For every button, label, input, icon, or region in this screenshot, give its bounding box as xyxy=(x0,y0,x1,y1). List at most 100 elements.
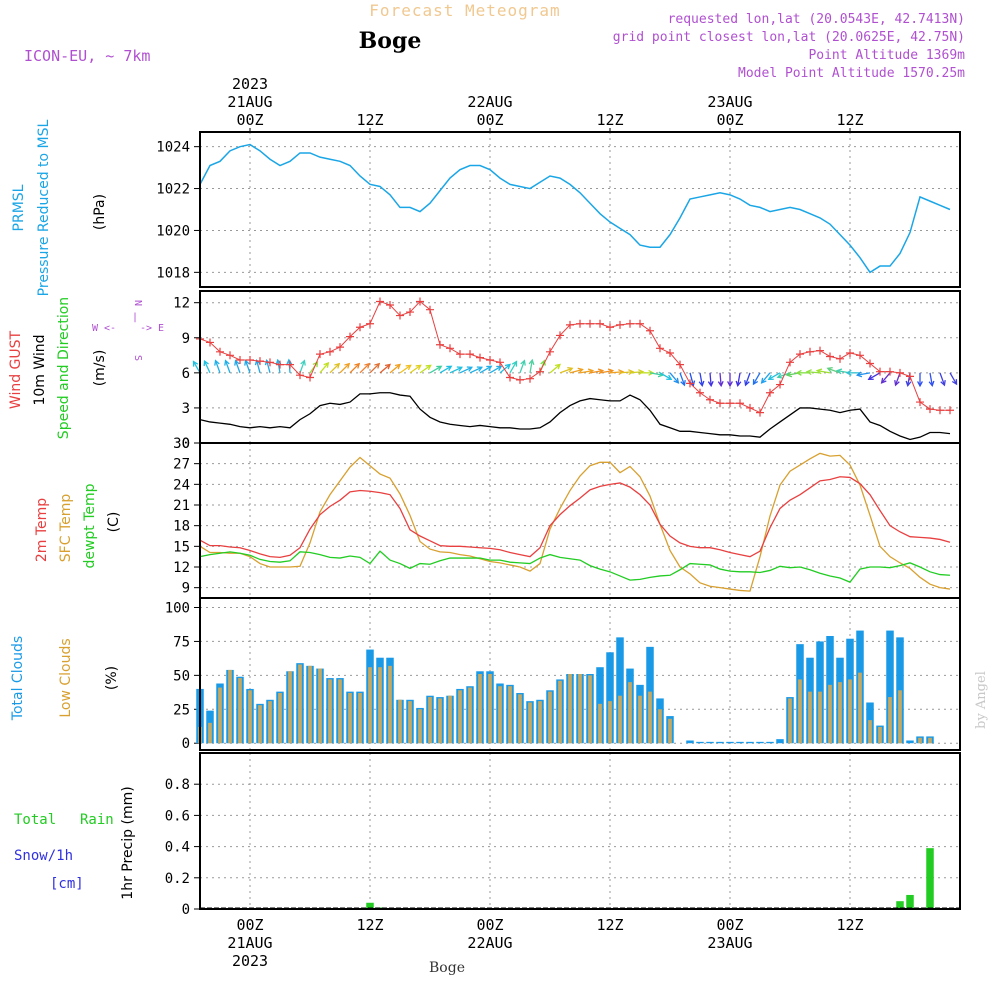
total-cloud-bar xyxy=(906,740,914,744)
wind-arrow xyxy=(409,364,422,374)
gust-point xyxy=(466,350,474,359)
gust-point xyxy=(226,351,234,360)
wind-arrow-head xyxy=(224,359,230,366)
ytick-label: 50 xyxy=(173,668,190,684)
low-cloud-bar xyxy=(478,674,482,744)
ytick-label: 9 xyxy=(182,581,190,597)
time-label-bottom: 00Z xyxy=(476,916,503,934)
wind-arrow-head xyxy=(835,368,843,375)
low-cloud-bar xyxy=(438,698,442,744)
wind-arrow xyxy=(319,362,329,374)
gust-point xyxy=(406,308,414,317)
total-cloud-bar xyxy=(776,739,784,744)
requested-coords: requested lon,lat (20.0543E, 42.7413N) xyxy=(668,12,965,27)
ytick-label: 15 xyxy=(173,539,190,555)
gust-point xyxy=(766,388,774,397)
speed-direction-label: Speed and Direction xyxy=(56,297,72,439)
time-label-top: 21AUG xyxy=(227,93,272,111)
wind-arrow xyxy=(277,359,281,373)
wind-arrow xyxy=(419,364,432,374)
low-cloud-bar xyxy=(308,665,312,744)
gust-point xyxy=(876,367,884,376)
total-cloud-bar xyxy=(756,741,764,744)
low-cloud-bar xyxy=(508,686,512,744)
ytick-label: 12 xyxy=(173,560,190,576)
time-label-top: 12Z xyxy=(836,111,863,129)
gust-point xyxy=(206,338,214,347)
low-cloud-bar xyxy=(418,709,422,744)
low-cloud-bar xyxy=(278,693,282,744)
wind-arrow xyxy=(699,372,703,386)
wind-arrow xyxy=(709,372,712,386)
gust-point xyxy=(656,344,664,353)
wind-arrow xyxy=(719,372,722,386)
wind-arrow-head xyxy=(436,365,443,371)
gust-point xyxy=(396,311,404,320)
clouds-unit-label: (%) xyxy=(104,666,120,690)
gust-point xyxy=(326,347,334,356)
gust-point xyxy=(506,373,514,382)
wind-arrow-head xyxy=(540,359,546,366)
wind-arrow-head xyxy=(951,379,958,386)
wind-arrow xyxy=(214,360,221,374)
wind-arrow-head xyxy=(618,369,625,376)
time-label-top: 00Z xyxy=(236,111,263,129)
location-title: Boge xyxy=(359,28,422,54)
wind-arrow xyxy=(817,369,831,374)
low-cloud-bar xyxy=(328,679,332,744)
low-cloud-bar xyxy=(628,682,632,744)
low-cloud-bar xyxy=(318,668,322,744)
rain-bar xyxy=(926,848,934,909)
low-clouds-label: Low Clouds xyxy=(58,638,74,717)
wind-arrow xyxy=(203,360,211,374)
wind-arrow xyxy=(192,361,201,374)
gust-point xyxy=(666,348,674,357)
wind-arrow-head xyxy=(374,362,381,369)
time-label-top: 00Z xyxy=(476,111,503,129)
low-cloud-bar xyxy=(258,705,262,744)
panel-frame xyxy=(199,597,961,751)
low-cloud-bar xyxy=(918,737,922,744)
wind-arrow xyxy=(806,371,821,374)
low-cloud-bar xyxy=(588,675,592,744)
gust-point xyxy=(266,358,274,367)
wind-arrow xyxy=(469,366,483,374)
wind-arrow xyxy=(244,360,251,374)
low-cloud-bar xyxy=(878,726,882,744)
gust-point xyxy=(256,357,264,366)
gust-point xyxy=(946,406,954,415)
gust-point xyxy=(726,399,734,408)
wind-arrow-head xyxy=(214,359,220,366)
gust-point xyxy=(516,375,524,384)
wind-arrow xyxy=(599,369,613,374)
gust-point xyxy=(276,360,284,369)
gust-point xyxy=(636,319,644,328)
ytick-label: 0.8 xyxy=(165,777,190,793)
wind-arrow xyxy=(329,363,340,374)
time-label-top: 23AUG xyxy=(707,93,752,111)
ytick-label: 25 xyxy=(173,702,190,718)
wind-arrow xyxy=(629,371,644,374)
wind-arrow-head xyxy=(456,366,464,372)
wind-arrow xyxy=(752,372,761,385)
wind-arrow xyxy=(827,367,841,374)
time-label-bottom: 21AUG xyxy=(227,934,272,952)
gust-point xyxy=(606,323,614,332)
panels: 1018102010221024036912912151821242730025… xyxy=(156,131,961,918)
time-label-top: 22AUG xyxy=(467,93,512,111)
wind-arrow-head xyxy=(312,361,319,368)
wind-arrow-head xyxy=(334,362,341,369)
total-cloud-bar xyxy=(726,741,734,744)
rain-label: Rain xyxy=(80,812,114,828)
gust-point xyxy=(906,372,914,381)
gust-point xyxy=(446,344,454,353)
low-cloud-bar xyxy=(498,686,502,744)
compass-south: S xyxy=(132,355,143,361)
pressure-unit-label: (hPa) xyxy=(92,194,108,230)
wind-arrow-head xyxy=(894,380,900,387)
wind-arrow xyxy=(857,372,871,376)
wind-arrow-head xyxy=(752,379,759,386)
temp-unit-label: (C) xyxy=(106,512,122,533)
gust-point xyxy=(596,319,604,328)
wind-arrow-head xyxy=(855,371,863,378)
